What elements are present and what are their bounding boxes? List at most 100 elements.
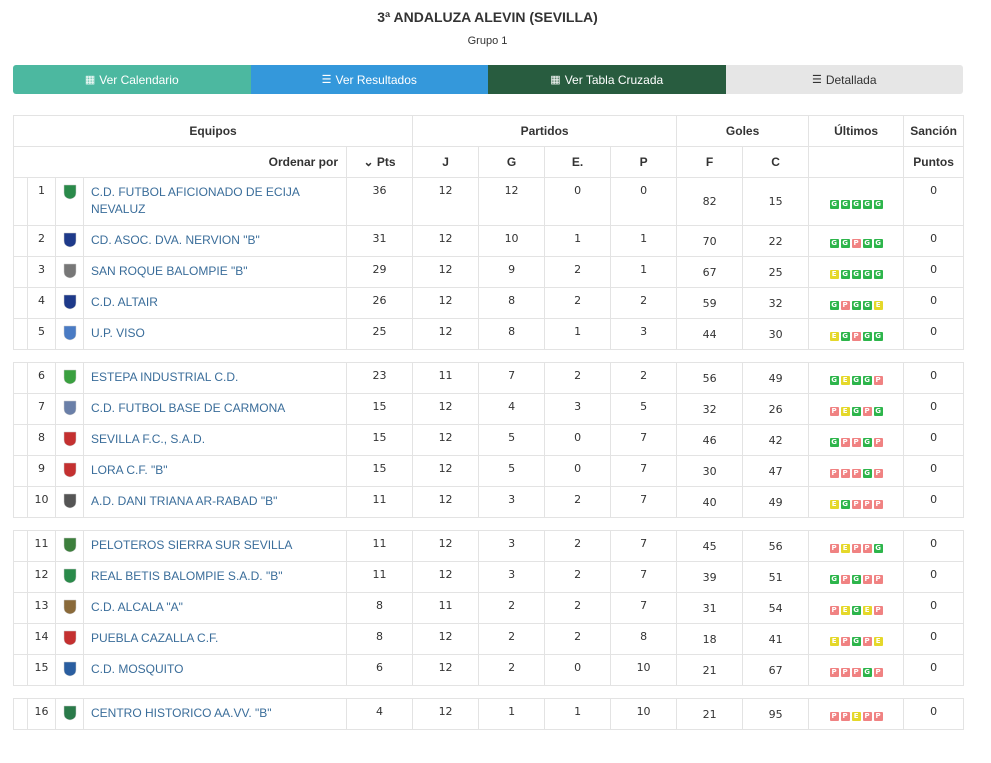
team-link[interactable]: C.D. FUTBOL BASE DE CARMONA — [91, 401, 286, 415]
result-badge: G — [873, 332, 883, 341]
team-link[interactable]: C.D. ALCALA "A" — [91, 600, 183, 614]
sanction-cell: 0 — [903, 256, 965, 288]
result-badge: E — [840, 376, 850, 385]
detailed-button[interactable]: ☰ Detallada — [725, 65, 963, 94]
table-row[interactable]: 4 C.D. ALTAIR 26 12 8 2 2 59 32 G P G G E 0 — [13, 287, 965, 319]
list-detail-icon: ☰ — [811, 74, 822, 86]
pts-cell: 6 — [345, 654, 414, 686]
header-g: G — [478, 146, 546, 178]
team-link[interactable]: C.D. FUTBOL AFICIONADO DE ECIJA NEVALUZ — [91, 185, 300, 216]
goals-for-cell: 44 — [676, 318, 744, 350]
result-badge: G — [862, 239, 872, 248]
result-badge: G — [851, 199, 861, 209]
team-link[interactable]: CENTRO HISTORICO AA.VV. "B" — [91, 706, 272, 720]
team-link[interactable]: CD. ASOC. DVA. NERVION "B" — [91, 233, 260, 247]
team-name-cell: C.D. FUTBOL BASE DE CARMONA — [83, 393, 347, 425]
team-link[interactable]: SAN ROQUE BALOMPIE "B" — [91, 264, 248, 278]
chevron-down-icon: ⌄ — [363, 155, 374, 169]
sanction-cell: 0 — [903, 592, 965, 624]
table-row[interactable]: 1 C.D. FUTBOL AFICIONADO DE ECIJA NEVALUZ… — [13, 177, 965, 226]
result-badge: G — [840, 239, 850, 248]
goals-against-cell: 25 — [742, 256, 810, 288]
drawn-cell: 1 — [544, 698, 612, 730]
team-crest — [55, 287, 84, 319]
team-crest — [55, 393, 84, 425]
sanction-cell: 0 — [903, 424, 965, 456]
table-row[interactable]: 3 SAN ROQUE BALOMPIE "B" 29 12 9 2 1 67 25 E G G G G 0 — [13, 256, 965, 288]
table-row[interactable]: 12 REAL BETIS BALOMPIE S.A.D. "B" 11 12 3 2 7 3… — [13, 561, 965, 593]
result-badge: P — [851, 544, 861, 553]
goals-against-cell: 47 — [742, 455, 810, 487]
lost-cell: 10 — [610, 654, 678, 686]
position-cell: 16 — [27, 698, 56, 730]
cross-table-button-label: Ver Tabla Cruzada — [564, 72, 664, 87]
team-link[interactable]: SEVILLA F.C., S.A.D. — [91, 432, 206, 446]
result-badge: G — [851, 606, 861, 615]
team-link[interactable]: PUEBLA CAZALLA C.F. — [91, 631, 219, 645]
team-name-cell: CD. ASOC. DVA. NERVION "B" — [83, 225, 347, 257]
standings-body: 1 C.D. FUTBOL AFICIONADO DE ECIJA NEVALUZ… — [13, 177, 965, 730]
team-link[interactable]: C.D. ALTAIR — [91, 295, 158, 309]
page-subtitle: Grupo 1 — [467, 35, 508, 47]
team-link[interactable]: REAL BETIS BALOMPIE S.A.D. "B" — [91, 569, 283, 583]
team-crest-icon — [63, 537, 76, 553]
goals-against-cell: 49 — [742, 486, 810, 518]
table-row[interactable]: 14 PUEBLA CAZALLA C.F. 8 12 2 2 8 18 41 E P G P E 0 — [13, 623, 965, 655]
calendar-button[interactable]: ▦ Ver Calendario — [13, 65, 251, 94]
team-name-cell: ESTEPA INDUSTRIAL C.D. — [83, 362, 347, 394]
team-name-cell: C.D. FUTBOL AFICIONADO DE ECIJA NEVALUZ — [83, 177, 347, 226]
lost-cell: 10 — [610, 698, 678, 730]
lost-cell: 3 — [610, 318, 678, 350]
table-row[interactable]: 8 SEVILLA F.C., S.A.D. 15 12 5 0 7 46 42 G P P G P 0 — [13, 424, 965, 456]
result-badge: P — [840, 575, 850, 584]
team-name-cell: C.D. ALTAIR — [83, 287, 347, 319]
page-title: 3ª ANDALUZA ALEVIN (SEVILLA) — [377, 9, 598, 25]
table-row[interactable]: 15 C.D. MOSQUITO 6 12 2 0 10 21 67 P P P G P 0 — [13, 654, 965, 686]
result-badge: P — [873, 575, 883, 584]
sort-pts-button[interactable]: ⌄ Pts — [345, 146, 414, 178]
result-badge: G — [829, 199, 839, 209]
won-cell: 3 — [478, 530, 546, 562]
table-row[interactable]: 11 PELOTEROS SIERRA SUR SEVILLA 11 12 3 2 7 45 5… — [13, 530, 965, 562]
table-row[interactable]: 13 C.D. ALCALA "A" 8 11 2 2 7 31 54 P E G E P 0 — [13, 592, 965, 624]
lost-cell: 7 — [610, 486, 678, 518]
sanction-cell: 0 — [903, 561, 965, 593]
table-row[interactable]: 16 CENTRO HISTORICO AA.VV. "B" 4 12 1 1 10 21 95… — [13, 698, 965, 730]
lost-cell: 2 — [610, 362, 678, 394]
won-cell: 3 — [478, 486, 546, 518]
goals-against-cell: 49 — [742, 362, 810, 394]
team-link[interactable]: U.P. VISO — [91, 326, 145, 340]
goals-for-cell: 70 — [676, 225, 744, 257]
table-row[interactable]: 6 ESTEPA INDUSTRIAL C.D. 23 11 7 2 2 56 49 G E G G P 0 — [13, 362, 965, 394]
pts-cell: 36 — [345, 177, 414, 226]
table-row[interactable]: 2 CD. ASOC. DVA. NERVION "B" 31 12 10 1 1 70 22 G… — [13, 225, 965, 257]
position-cell: 8 — [27, 424, 56, 456]
team-link[interactable]: C.D. MOSQUITO — [91, 662, 184, 676]
team-link[interactable]: PELOTEROS SIERRA SUR SEVILLA — [91, 538, 293, 552]
team-link[interactable]: ESTEPA INDUSTRIAL C.D. — [91, 370, 239, 384]
row-spacer — [13, 424, 28, 456]
results-button[interactable]: ☰ Ver Resultados — [250, 65, 488, 94]
table-row[interactable]: 10 A.D. DANI TRIANA AR-RABAD "B" 11 12 3 2 7 40… — [13, 486, 965, 518]
team-link[interactable]: LORA C.F. "B" — [91, 463, 168, 477]
goals-against-cell: 15 — [742, 177, 810, 226]
sanction-cell: 0 — [903, 177, 965, 226]
won-cell: 8 — [478, 287, 546, 319]
won-cell: 1 — [478, 698, 546, 730]
team-link[interactable]: A.D. DANI TRIANA AR-RABAD "B" — [91, 494, 278, 508]
result-badge: P — [829, 544, 839, 553]
table-row[interactable]: 9 LORA C.F. "B" 15 12 5 0 7 30 47 P P P G P 0 — [13, 455, 965, 487]
cross-table-button[interactable]: ▦ Ver Tabla Cruzada — [488, 65, 726, 94]
played-cell: 12 — [412, 561, 480, 593]
pts-cell: 26 — [345, 287, 414, 319]
table-row[interactable]: 7 C.D. FUTBOL BASE DE CARMONA 15 12 4 3 5 32 26 P… — [13, 393, 965, 425]
team-name-cell: U.P. VISO — [83, 318, 347, 350]
position-cell: 11 — [27, 530, 56, 562]
table-row[interactable]: 5 U.P. VISO 25 12 8 1 3 44 30 E G P G G 0 — [13, 318, 965, 350]
